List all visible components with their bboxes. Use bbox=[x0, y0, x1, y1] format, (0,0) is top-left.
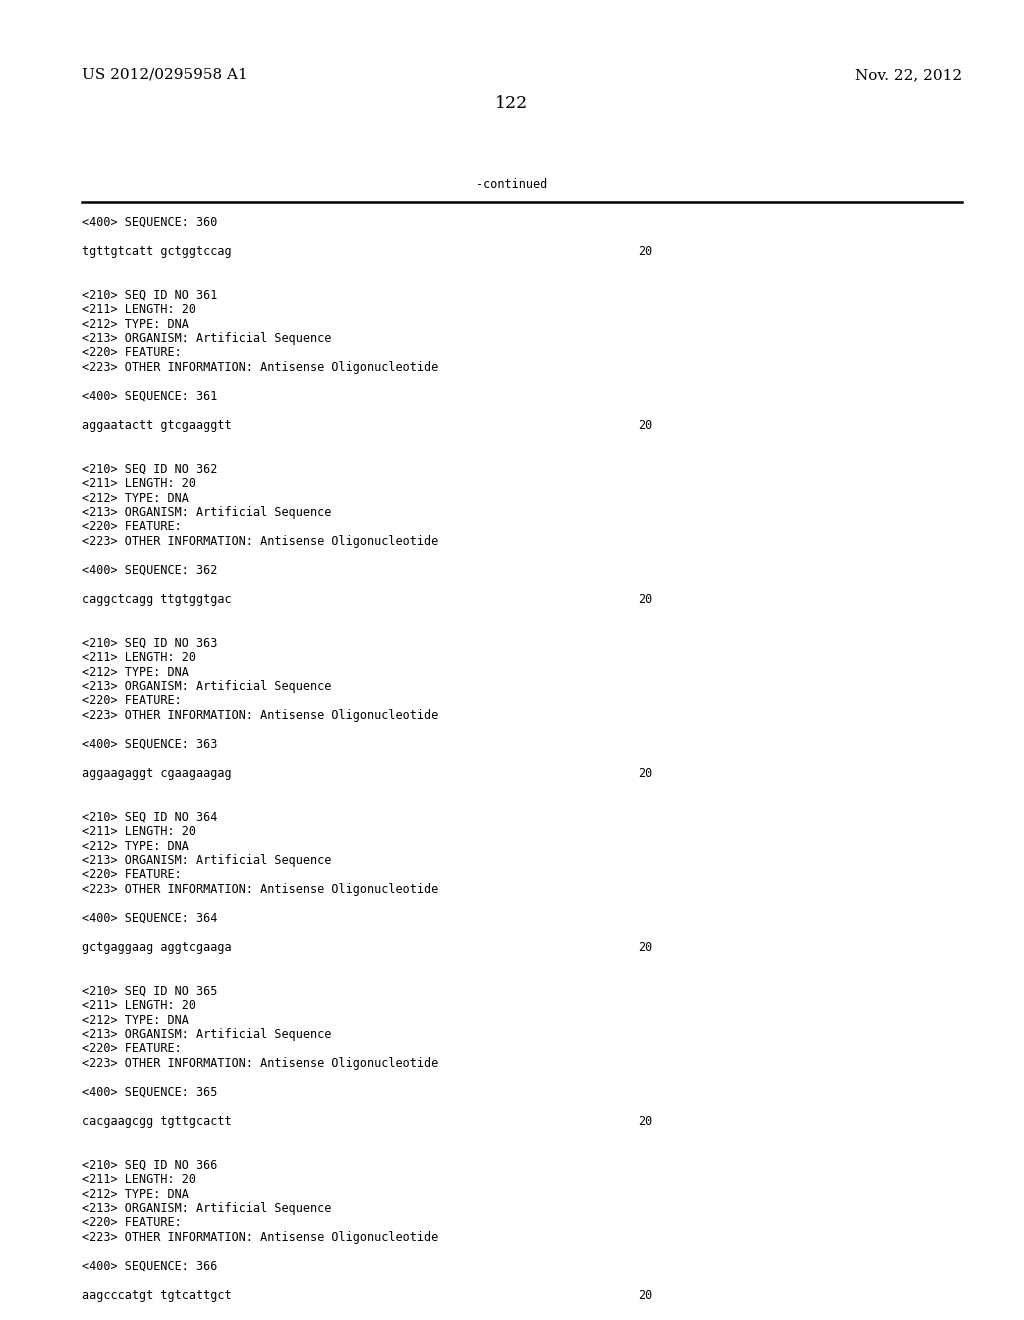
Text: <220> FEATURE:: <220> FEATURE: bbox=[82, 694, 181, 708]
Text: <213> ORGANISM: Artificial Sequence: <213> ORGANISM: Artificial Sequence bbox=[82, 333, 332, 345]
Text: 20: 20 bbox=[638, 767, 652, 780]
Text: 122: 122 bbox=[496, 95, 528, 112]
Text: 20: 20 bbox=[638, 941, 652, 954]
Text: caggctcagg ttgtggtgac: caggctcagg ttgtggtgac bbox=[82, 593, 231, 606]
Text: <223> OTHER INFORMATION: Antisense Oligonucleotide: <223> OTHER INFORMATION: Antisense Oligo… bbox=[82, 709, 438, 722]
Text: <400> SEQUENCE: 366: <400> SEQUENCE: 366 bbox=[82, 1261, 217, 1272]
Text: cacgaagcgg tgttgcactt: cacgaagcgg tgttgcactt bbox=[82, 1115, 231, 1129]
Text: 20: 20 bbox=[638, 593, 652, 606]
Text: <400> SEQUENCE: 363: <400> SEQUENCE: 363 bbox=[82, 738, 217, 751]
Text: <212> TYPE: DNA: <212> TYPE: DNA bbox=[82, 1014, 188, 1027]
Text: <223> OTHER INFORMATION: Antisense Oligonucleotide: <223> OTHER INFORMATION: Antisense Oligo… bbox=[82, 1232, 438, 1243]
Text: <212> TYPE: DNA: <212> TYPE: DNA bbox=[82, 840, 188, 853]
Text: 20: 20 bbox=[638, 418, 652, 432]
Text: <210> SEQ ID NO 362: <210> SEQ ID NO 362 bbox=[82, 462, 217, 475]
Text: <211> LENGTH: 20: <211> LENGTH: 20 bbox=[82, 304, 196, 315]
Text: <220> FEATURE:: <220> FEATURE: bbox=[82, 346, 181, 359]
Text: <220> FEATURE:: <220> FEATURE: bbox=[82, 869, 181, 882]
Text: <400> SEQUENCE: 361: <400> SEQUENCE: 361 bbox=[82, 389, 217, 403]
Text: 20: 20 bbox=[638, 246, 652, 257]
Text: 20: 20 bbox=[638, 1115, 652, 1129]
Text: aggaatactt gtcgaaggtt: aggaatactt gtcgaaggtt bbox=[82, 418, 231, 432]
Text: <211> LENGTH: 20: <211> LENGTH: 20 bbox=[82, 825, 196, 838]
Text: <210> SEQ ID NO 361: <210> SEQ ID NO 361 bbox=[82, 289, 217, 301]
Text: gctgaggaag aggtcgaaga: gctgaggaag aggtcgaaga bbox=[82, 941, 231, 954]
Text: <220> FEATURE:: <220> FEATURE: bbox=[82, 520, 181, 533]
Text: <210> SEQ ID NO 365: <210> SEQ ID NO 365 bbox=[82, 985, 217, 998]
Text: US 2012/0295958 A1: US 2012/0295958 A1 bbox=[82, 69, 248, 82]
Text: <400> SEQUENCE: 360: <400> SEQUENCE: 360 bbox=[82, 216, 217, 228]
Text: <212> TYPE: DNA: <212> TYPE: DNA bbox=[82, 491, 188, 504]
Text: 20: 20 bbox=[638, 1290, 652, 1302]
Text: tgttgtcatt gctggtccag: tgttgtcatt gctggtccag bbox=[82, 246, 231, 257]
Text: <400> SEQUENCE: 364: <400> SEQUENCE: 364 bbox=[82, 912, 217, 925]
Text: -continued: -continued bbox=[476, 178, 548, 191]
Text: aggaagaggt cgaagaagag: aggaagaggt cgaagaagag bbox=[82, 767, 231, 780]
Text: <211> LENGTH: 20: <211> LENGTH: 20 bbox=[82, 1173, 196, 1185]
Text: <400> SEQUENCE: 362: <400> SEQUENCE: 362 bbox=[82, 564, 217, 577]
Text: aagcccatgt tgtcattgct: aagcccatgt tgtcattgct bbox=[82, 1290, 231, 1302]
Text: <212> TYPE: DNA: <212> TYPE: DNA bbox=[82, 318, 188, 330]
Text: <213> ORGANISM: Artificial Sequence: <213> ORGANISM: Artificial Sequence bbox=[82, 506, 332, 519]
Text: <212> TYPE: DNA: <212> TYPE: DNA bbox=[82, 665, 188, 678]
Text: <213> ORGANISM: Artificial Sequence: <213> ORGANISM: Artificial Sequence bbox=[82, 1203, 332, 1214]
Text: <213> ORGANISM: Artificial Sequence: <213> ORGANISM: Artificial Sequence bbox=[82, 680, 332, 693]
Text: <223> OTHER INFORMATION: Antisense Oligonucleotide: <223> OTHER INFORMATION: Antisense Oligo… bbox=[82, 360, 438, 374]
Text: Nov. 22, 2012: Nov. 22, 2012 bbox=[855, 69, 962, 82]
Text: <220> FEATURE:: <220> FEATURE: bbox=[82, 1217, 181, 1229]
Text: <213> ORGANISM: Artificial Sequence: <213> ORGANISM: Artificial Sequence bbox=[82, 1028, 332, 1041]
Text: <223> OTHER INFORMATION: Antisense Oligonucleotide: <223> OTHER INFORMATION: Antisense Oligo… bbox=[82, 883, 438, 896]
Text: <213> ORGANISM: Artificial Sequence: <213> ORGANISM: Artificial Sequence bbox=[82, 854, 332, 867]
Text: <210> SEQ ID NO 366: <210> SEQ ID NO 366 bbox=[82, 1159, 217, 1172]
Text: <223> OTHER INFORMATION: Antisense Oligonucleotide: <223> OTHER INFORMATION: Antisense Oligo… bbox=[82, 535, 438, 548]
Text: <400> SEQUENCE: 365: <400> SEQUENCE: 365 bbox=[82, 1086, 217, 1100]
Text: <211> LENGTH: 20: <211> LENGTH: 20 bbox=[82, 477, 196, 490]
Text: <212> TYPE: DNA: <212> TYPE: DNA bbox=[82, 1188, 188, 1200]
Text: <211> LENGTH: 20: <211> LENGTH: 20 bbox=[82, 651, 196, 664]
Text: <211> LENGTH: 20: <211> LENGTH: 20 bbox=[82, 999, 196, 1012]
Text: <220> FEATURE:: <220> FEATURE: bbox=[82, 1043, 181, 1056]
Text: <210> SEQ ID NO 364: <210> SEQ ID NO 364 bbox=[82, 810, 217, 824]
Text: <223> OTHER INFORMATION: Antisense Oligonucleotide: <223> OTHER INFORMATION: Antisense Oligo… bbox=[82, 1057, 438, 1071]
Text: <210> SEQ ID NO 363: <210> SEQ ID NO 363 bbox=[82, 636, 217, 649]
